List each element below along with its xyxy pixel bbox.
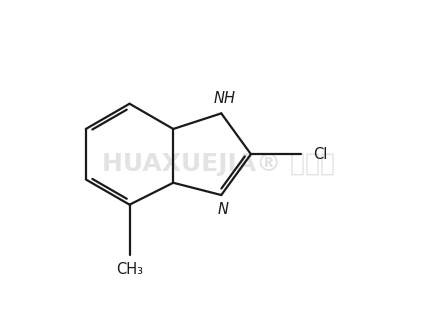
Text: N: N xyxy=(218,203,229,217)
Text: NH: NH xyxy=(213,91,236,106)
Text: Cl: Cl xyxy=(313,147,328,162)
Text: HUAXUEJIA® 化学加: HUAXUEJIA® 化学加 xyxy=(102,152,335,176)
Text: CH₃: CH₃ xyxy=(116,262,143,277)
